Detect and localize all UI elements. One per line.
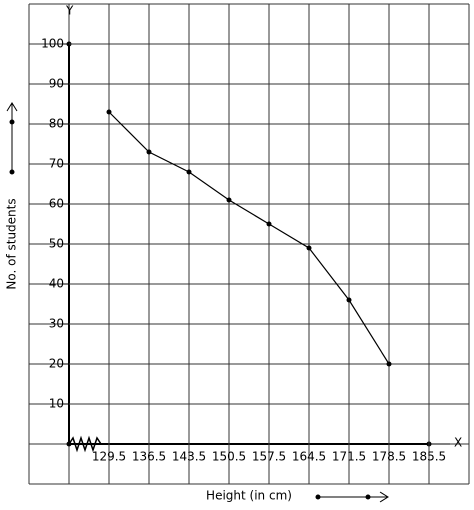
point: [146, 149, 152, 155]
x-tick-label: 157.5: [252, 450, 286, 464]
x-tick-label: 178.5: [372, 450, 406, 464]
y-axis-title: No. of students: [5, 198, 19, 289]
x-direction-arrow: [315, 491, 389, 503]
x-tick-label: 143.5: [172, 450, 206, 464]
y-axis-symbol: Y: [65, 4, 74, 18]
point: [226, 197, 232, 203]
point: [186, 169, 192, 175]
x-tick-label: 164.5: [292, 450, 326, 464]
y-tick-label: 90: [49, 77, 64, 91]
x-tick-label: 171.5: [332, 450, 366, 464]
y-direction-arrow: [6, 102, 18, 175]
point: [386, 361, 392, 367]
x-tick-label: 150.5: [212, 450, 246, 464]
y-tick-label: 30: [49, 317, 64, 331]
line: [108, 111, 390, 365]
point: [306, 245, 312, 251]
y-tick-label: 100: [41, 37, 64, 51]
point: [266, 221, 272, 227]
axis-break: [68, 435, 102, 453]
y-tick-label: 70: [49, 157, 64, 171]
x-axis-symbol: X: [454, 436, 462, 450]
y-tick-label: 40: [49, 277, 64, 291]
x-tick-label: 129.5: [92, 450, 126, 464]
y-tick-label: 20: [49, 357, 64, 371]
y-tick-label: 60: [49, 197, 64, 211]
point: [106, 109, 112, 115]
y-tick-label: 10: [49, 397, 64, 411]
origin-dot: [66, 441, 72, 447]
x-tick-label: 136.5: [132, 450, 166, 464]
point: [346, 297, 352, 303]
x-tick-label: 185.5: [412, 450, 446, 464]
y-tick-label: 80: [49, 117, 64, 131]
y-tick-label: 50: [49, 237, 64, 251]
x-axis-title: Height (in cm): [206, 489, 292, 503]
